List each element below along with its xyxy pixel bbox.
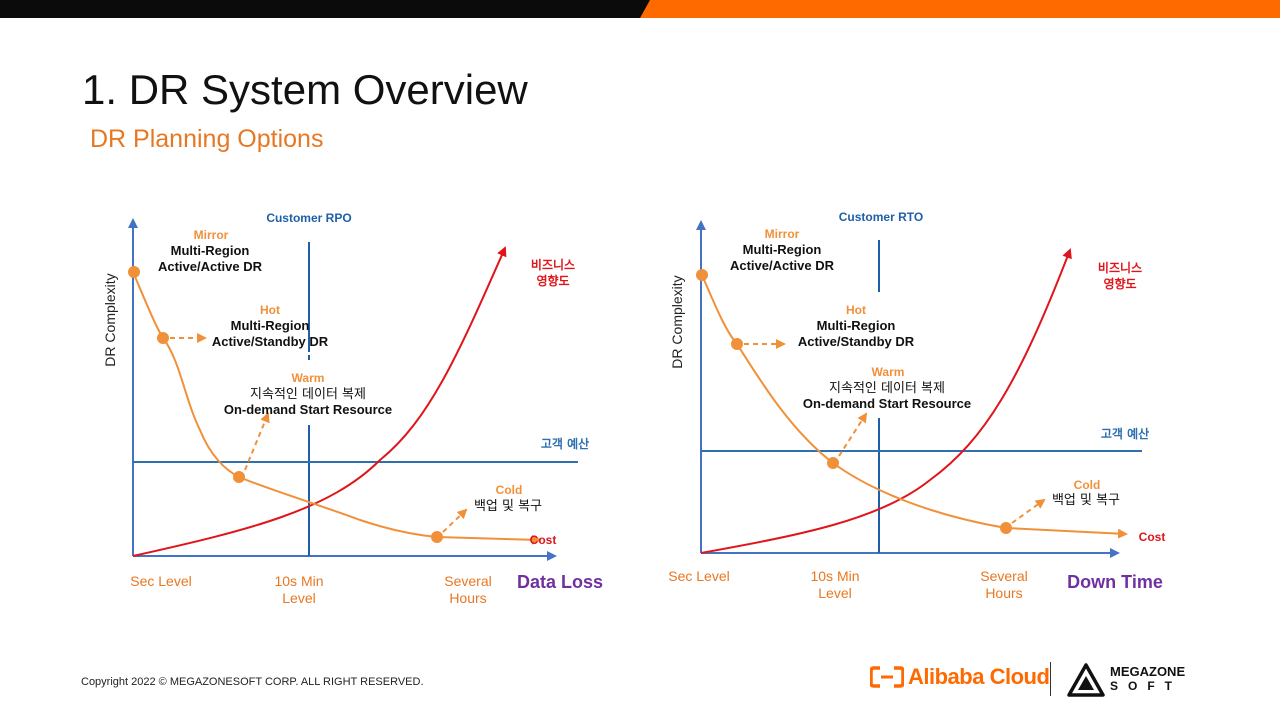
left-y-axis-label: DR Complexity xyxy=(102,273,118,366)
left-impact-label-1: 비즈니스 xyxy=(531,257,575,272)
left-budget-label: 고객 예산 xyxy=(541,436,589,451)
right-impact-label-2: 영향도 xyxy=(1103,276,1136,291)
right-x-axis-title: Down Time xyxy=(1067,572,1163,592)
left-x-tick-several-1: Several xyxy=(444,573,491,589)
left-cost-label: Cost xyxy=(530,533,557,547)
copyright-text: Copyright 2022 © MEGAZONESOFT CORP. ALL … xyxy=(81,676,424,688)
right-impact-curve xyxy=(700,248,1072,554)
right-x-tick-10s-1: 10s Min xyxy=(810,568,859,584)
right-cost-curve xyxy=(701,274,1128,539)
right-mirror-point xyxy=(696,269,708,281)
left-x-tick-10s-2: Level xyxy=(282,590,315,606)
right-cold-tier: Cold xyxy=(1074,478,1101,492)
right-x-tick-several-1: Several xyxy=(980,568,1027,584)
right-chart: Customer RTO DR Complexity Mirror Multi-… xyxy=(668,210,1165,601)
left-x-axis-title: Data Loss xyxy=(517,572,603,592)
left-impact-label-2: 영향도 xyxy=(536,273,569,288)
right-x-tick-sec: Sec Level xyxy=(668,568,729,584)
soft-word: SOFT xyxy=(1110,679,1182,693)
right-hot-line1: Multi-Region xyxy=(817,318,896,333)
footer-logos: Alibaba Cloud MEGAZONE SOFT xyxy=(870,660,1210,700)
right-budget-label: 고객 예산 xyxy=(1101,426,1149,441)
left-customer-rpo-label: Customer RPO xyxy=(266,211,351,225)
left-warm-line1: 지속적인 데이터 복제 xyxy=(250,387,366,402)
right-warm-point xyxy=(827,457,839,469)
megazone-logo-icon xyxy=(1067,663,1105,697)
left-x-tick-10s-1: 10s Min xyxy=(274,573,323,589)
page-subtitle: DR Planning Options xyxy=(90,125,324,153)
left-hot-line2: Active/Standby DR xyxy=(212,334,329,349)
right-customer-rto-label: Customer RTO xyxy=(839,210,923,224)
left-warm-line2: On-demand Start Resource xyxy=(224,402,392,417)
left-mirror-line2: Active/Active DR xyxy=(158,259,263,274)
right-mirror-line2: Active/Active DR xyxy=(730,258,835,273)
alibaba-cloud-icon xyxy=(870,666,904,688)
left-cold-tier: Cold xyxy=(496,483,523,497)
right-hot-tier: Hot xyxy=(846,303,866,317)
right-warm-line2: On-demand Start Resource xyxy=(803,396,971,411)
right-warm-line1: 지속적인 데이터 복제 xyxy=(829,381,945,396)
right-x-tick-10s-2: Level xyxy=(818,585,851,601)
left-warm-tier: Warm xyxy=(292,371,325,385)
right-warm-tier: Warm xyxy=(872,365,905,379)
logo-divider xyxy=(1050,662,1051,696)
right-hot-point xyxy=(731,338,743,350)
left-warm-arrow xyxy=(244,412,270,471)
left-mirror-tier: Mirror xyxy=(194,228,229,242)
megazone-logo-text: MEGAZONE SOFT xyxy=(1110,664,1185,694)
right-mirror-line1: Multi-Region xyxy=(743,242,822,257)
left-cold-line1: 백업 및 복구 xyxy=(474,499,542,514)
alibaba-cloud-text: Alibaba Cloud xyxy=(908,664,1050,689)
left-cold-point xyxy=(431,531,443,543)
left-hot-line1: Multi-Region xyxy=(231,318,310,333)
right-mirror-tier: Mirror xyxy=(765,227,800,241)
right-warm-arrow xyxy=(838,412,868,457)
left-chart: Customer RPO DR Complexity Mirror Multi-… xyxy=(102,211,603,606)
megazone-word: MEGAZONE xyxy=(1110,664,1186,679)
right-cold-arrow xyxy=(1011,498,1046,524)
right-x-tick-several-2: Hours xyxy=(985,585,1022,601)
left-x-tick-several-2: Hours xyxy=(449,590,486,606)
left-impact-curve xyxy=(132,246,507,557)
top-bar-orange xyxy=(640,0,1280,18)
right-cold-point xyxy=(1000,522,1012,534)
left-mirror-point xyxy=(128,266,140,278)
right-impact-label-1: 비즈니스 xyxy=(1098,260,1142,275)
right-hot-line2: Active/Standby DR xyxy=(798,334,915,349)
page-title: 1. DR System Overview xyxy=(82,66,528,113)
left-cold-arrow xyxy=(442,508,468,533)
left-hot-point xyxy=(157,332,169,344)
right-cold-line1: 백업 및 복구 xyxy=(1052,493,1120,508)
left-mirror-line1: Multi-Region xyxy=(171,243,250,258)
left-warm-point xyxy=(233,471,245,483)
left-x-tick-sec: Sec Level xyxy=(130,573,191,589)
right-cost-label: Cost xyxy=(1139,530,1166,544)
alibaba-cloud-logo: Alibaba Cloud xyxy=(870,664,1050,690)
top-bar-black xyxy=(0,0,650,18)
right-y-axis-label: DR Complexity xyxy=(669,275,685,368)
left-hot-tier: Hot xyxy=(260,303,280,317)
